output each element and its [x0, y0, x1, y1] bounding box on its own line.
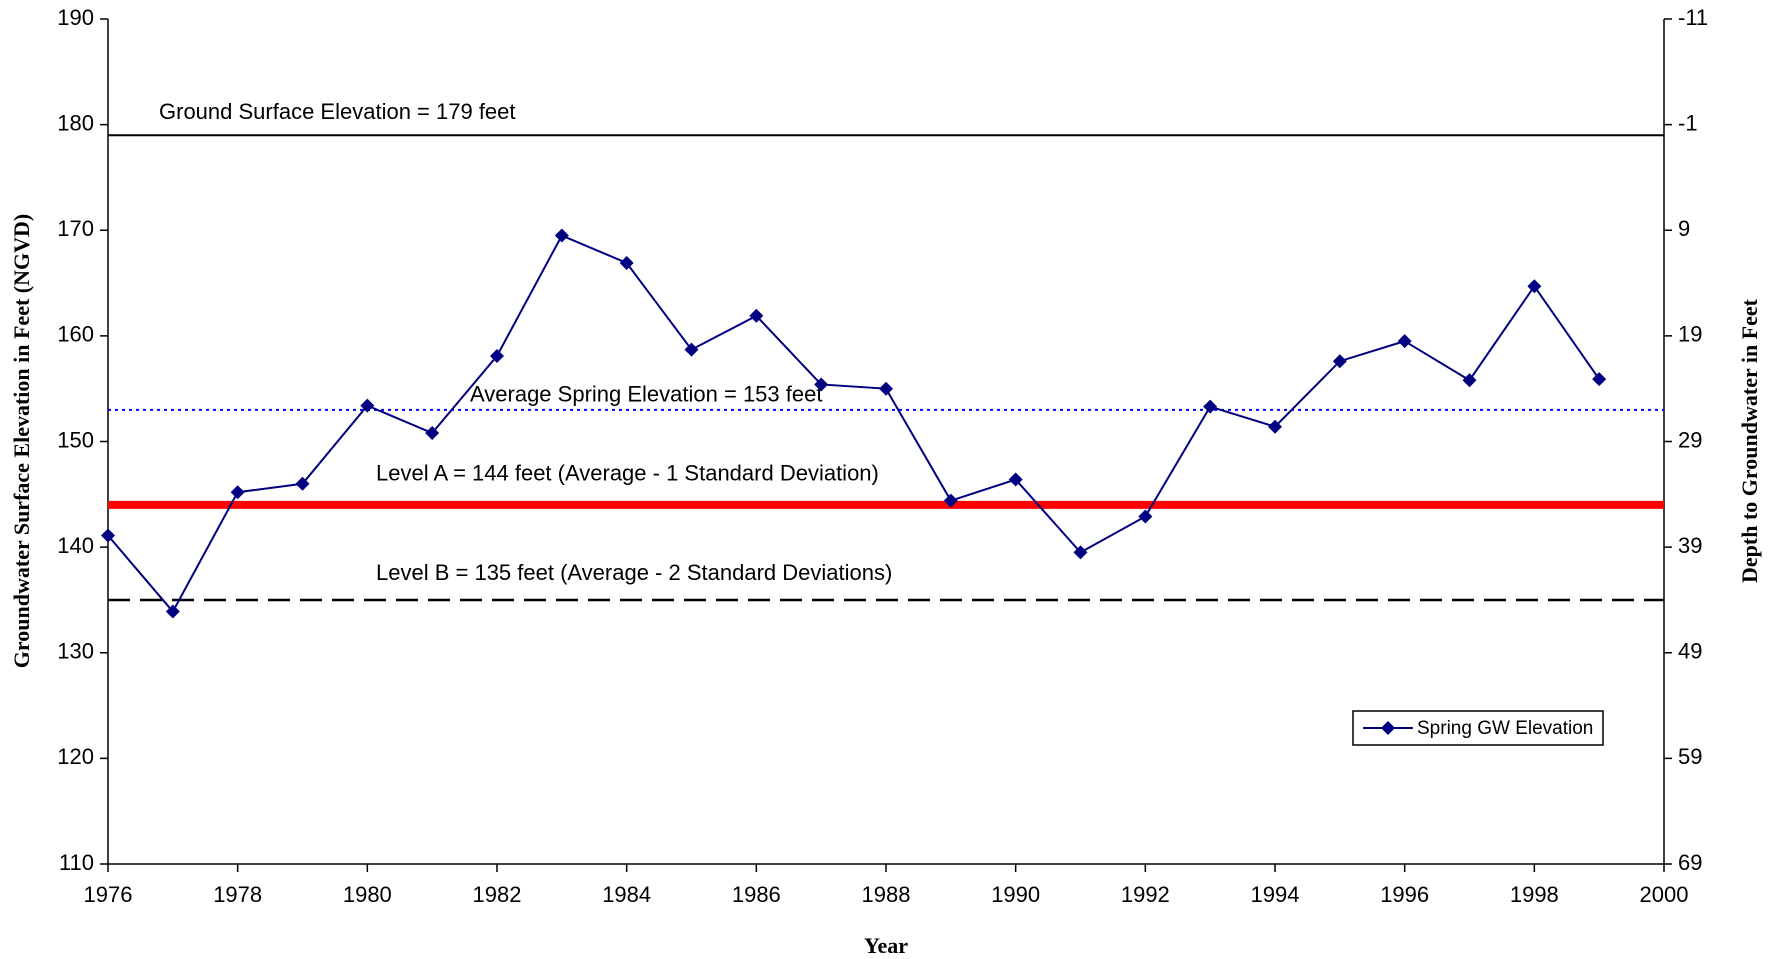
marker: [490, 348, 504, 363]
x-tick-label: 1992: [1121, 882, 1170, 907]
marker: [1268, 419, 1282, 434]
reference-label: Level B = 135 feet (Average - 2 Standard…: [376, 560, 892, 585]
y2-tick-label: 9: [1678, 216, 1690, 241]
legend-label: Spring GW Elevation: [1417, 718, 1593, 739]
series-line: [107, 234, 1600, 614]
y2-tick-label: 29: [1678, 427, 1702, 452]
marker: [1138, 509, 1153, 524]
y2-tick-label: 49: [1678, 639, 1702, 664]
x-tick-label: 1996: [1380, 882, 1429, 907]
x-tick-label: 2000: [1640, 882, 1689, 907]
y-tick-label: 170: [57, 216, 94, 241]
x-tick-label: 1994: [1251, 882, 1300, 907]
marker: [1397, 334, 1412, 349]
y-tick-label: 130: [57, 639, 94, 664]
marker: [230, 485, 245, 500]
y-tick-label: 110: [59, 850, 94, 875]
marker: [1527, 279, 1542, 294]
y2-tick-label: 19: [1678, 322, 1702, 347]
marker: [879, 381, 893, 396]
reference-label: Level A = 144 feet (Average - 1 Standard…: [376, 461, 879, 486]
marker: [1203, 399, 1218, 414]
x-tick-label: 1976: [84, 882, 133, 907]
y2-axis-label: Depth to Groundwater in Feet: [1737, 298, 1762, 583]
reference-label: Ground Surface Elevation = 179 feet: [159, 99, 516, 124]
y2-tick-label: -1: [1678, 110, 1698, 135]
x-tick-label: 1980: [343, 882, 392, 907]
marker: [1073, 545, 1088, 560]
x-tick-label: 1988: [862, 882, 911, 907]
x-tick-label: 1990: [991, 882, 1040, 907]
marker: [814, 377, 829, 392]
x-tick-label: 1984: [602, 882, 651, 907]
marker: [101, 528, 115, 543]
reference-label: Average Spring Elevation = 153 feet: [470, 382, 822, 407]
y2-tick-label: 59: [1678, 744, 1702, 769]
marker: [619, 255, 634, 270]
x-tick-label: 1982: [473, 882, 522, 907]
x-axis-label: Year: [864, 933, 908, 958]
marker: [1332, 354, 1347, 369]
x-tick-label: 1998: [1510, 882, 1559, 907]
marker: [295, 476, 310, 491]
marker: [1592, 372, 1607, 387]
marker: [1462, 373, 1477, 388]
marker: [554, 228, 569, 243]
marker: [425, 426, 440, 441]
y-tick-label: 160: [57, 322, 94, 347]
y-tick-label: 120: [57, 744, 94, 769]
y2-tick-label: -11: [1678, 5, 1708, 30]
marker: [943, 493, 958, 508]
y2-tick-label: 39: [1678, 533, 1702, 558]
y-axis-label: Groundwater Surface Elevation in Feet (N…: [9, 214, 34, 668]
marker: [1008, 472, 1023, 487]
x-tick-label: 1978: [213, 882, 262, 907]
y-tick-label: 150: [57, 427, 94, 452]
y2-tick-label: 69: [1678, 850, 1702, 875]
marker: [749, 308, 764, 323]
y-tick-label: 140: [57, 533, 94, 558]
marker: [165, 604, 180, 619]
marker: [684, 342, 699, 357]
marker: [360, 398, 375, 413]
y-tick-label: 180: [57, 110, 94, 135]
x-tick-label: 1986: [732, 882, 781, 907]
legend-marker: [1381, 721, 1395, 735]
y-tick-label: 190: [57, 5, 94, 30]
